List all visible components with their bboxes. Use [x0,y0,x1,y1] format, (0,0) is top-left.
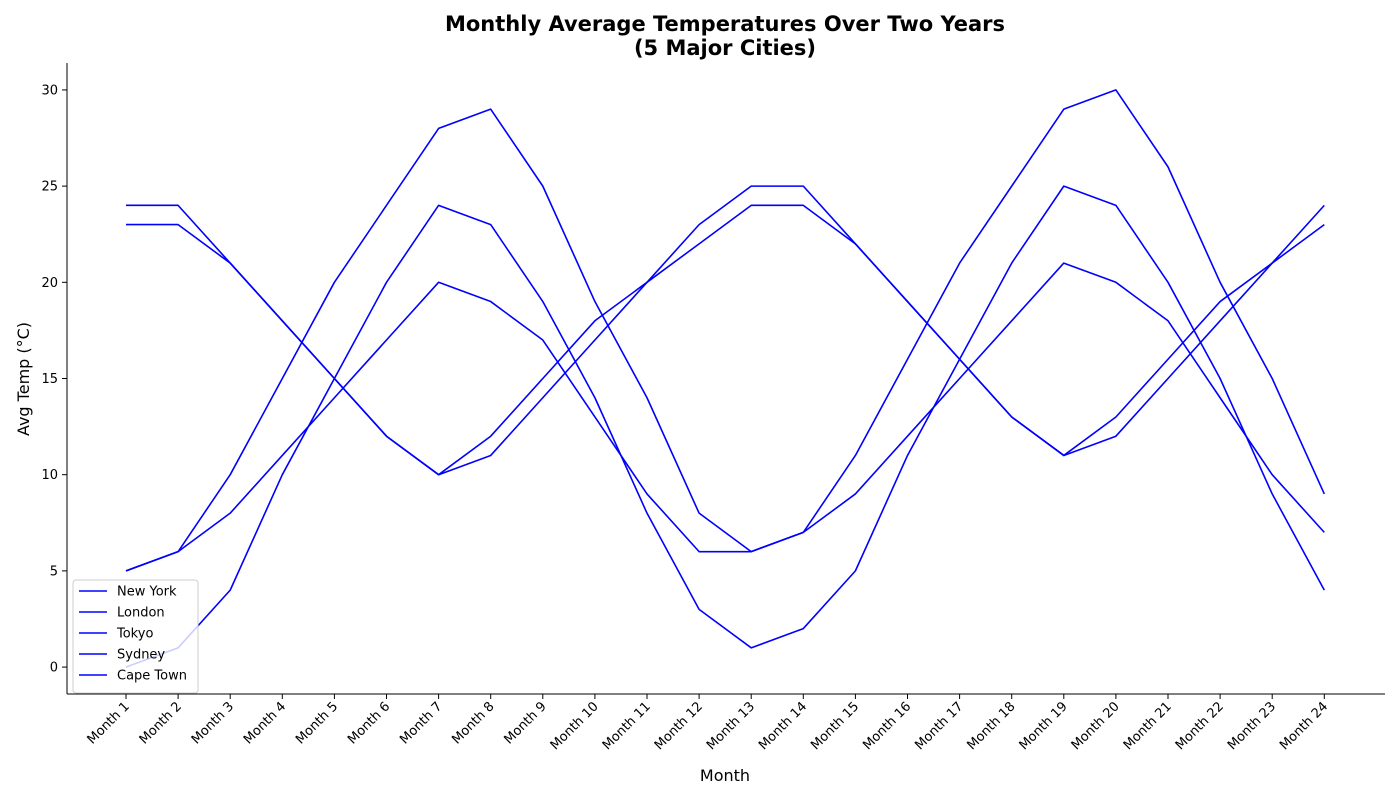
legend-label: London [117,606,165,621]
series-line-new-york [125,185,1326,668]
x-tick-label: Month 8 [449,699,497,747]
x-tick-label: Month 22 [1173,699,1227,753]
x-tick-label: Month 16 [860,699,914,753]
x-tick-label: Month 4 [241,699,289,747]
series-line-cape-town [126,185,1325,476]
x-tick-label: Month 1 [85,699,133,747]
legend-box [72,579,199,694]
x-tick-label: Month 14 [756,699,810,753]
y-tick-label: 5 [50,564,58,579]
y-tick-label: 15 [41,372,58,387]
y-ticks: 0 5 10 15 20 25 30 [41,83,67,676]
x-tick-label: Month 6 [345,699,393,747]
x-tick-label: Month 12 [652,699,706,753]
x-tick-label: Month 21 [1121,699,1175,753]
x-tick-label: Month 7 [397,699,445,747]
x-tick-label: Month 3 [189,699,237,747]
x-tick-label: Month 24 [1277,699,1331,753]
x-tick-label: Month 18 [964,699,1018,753]
y-tick-label: 25 [41,180,58,195]
legend: New York London Tokyo Sydney Cape Town [72,579,199,694]
x-tick-label: Month 15 [808,699,862,753]
plot-lines [125,89,1326,668]
x-tick-label: Month 13 [704,699,758,753]
y-tick-label: 30 [41,83,58,98]
y-tick-label: 10 [41,468,58,483]
legend-label: New York [117,585,177,600]
x-axis-label: Month [700,766,750,785]
x-tick-label: Month 19 [1017,699,1071,753]
y-tick-label: 0 [50,661,58,676]
chart-title-line2: (5 Major Cities) [634,36,816,60]
chart-title-line1: Monthly Average Temperatures Over Two Ye… [445,12,1005,36]
x-tick-label: Month 5 [293,699,341,747]
series-line-tokyo [125,89,1326,572]
x-tick-label: Month 11 [600,699,654,753]
legend-label: Tokyo [116,627,153,642]
legend-label: Sydney [117,648,165,663]
series-line-london [125,262,1325,572]
y-tick-label: 20 [41,276,58,291]
x-tick-label: Month 23 [1225,699,1279,753]
y-axis-label: Avg Temp (°C) [14,322,33,436]
x-ticks: Month 1 Month 2 Month 3 Month 4 Month 5 Month… [85,694,1331,753]
axes [66,63,1385,695]
series-line-sydney [126,204,1325,476]
x-tick-label: Month 9 [501,699,549,747]
x-tick-label: Month 10 [548,699,602,753]
legend-label: Cape Town [117,669,187,684]
x-tick-label: Month 20 [1069,699,1123,753]
x-tick-label: Month 2 [137,699,185,747]
x-tick-label: Month 17 [912,699,966,753]
